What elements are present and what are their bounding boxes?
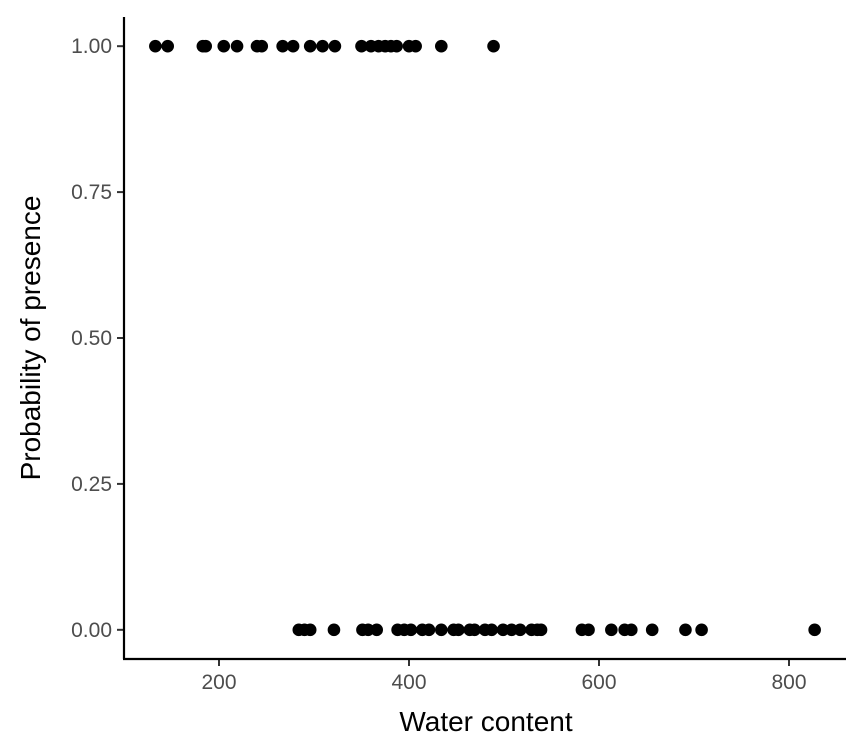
data-point <box>370 623 384 637</box>
data-point <box>808 623 821 637</box>
data-point <box>217 39 231 53</box>
y-tick-label: 0.25 <box>71 473 112 496</box>
y-axis-title: Probability of presence <box>15 196 46 481</box>
data-point <box>328 39 342 53</box>
data-point <box>435 623 448 637</box>
data-point <box>409 39 422 53</box>
data-point <box>695 623 708 637</box>
y-axis-ticks: 0.00 0.25 0.50 0.75 1.00 <box>71 35 124 642</box>
y-tick-label: 0.75 <box>71 181 112 204</box>
data-point <box>422 623 436 637</box>
data-point <box>582 623 595 637</box>
y-tick-label: 0.00 <box>71 619 112 642</box>
data-point <box>605 623 618 637</box>
data-point <box>276 39 289 53</box>
data-point <box>534 623 548 637</box>
data-point <box>485 623 498 637</box>
data-point <box>327 623 341 637</box>
data-point <box>161 39 174 53</box>
data-point <box>452 623 465 637</box>
data-point <box>286 39 300 53</box>
data-point <box>199 39 212 53</box>
data-point <box>303 623 317 637</box>
data-point <box>230 39 244 53</box>
x-axis-title: Water content <box>399 706 572 737</box>
x-tick-label: 200 <box>201 671 236 694</box>
data-point <box>435 39 448 53</box>
data-point <box>149 39 162 53</box>
data-point <box>255 39 269 53</box>
x-tick-label: 800 <box>771 671 806 694</box>
data-point <box>645 623 659 637</box>
y-tick-label: 1.00 <box>71 35 112 58</box>
data-point <box>390 39 403 53</box>
data-point <box>679 623 692 637</box>
data-point <box>487 39 500 53</box>
x-tick-label: 400 <box>391 671 426 694</box>
data-point <box>625 623 638 637</box>
x-tick-label: 600 <box>581 671 616 694</box>
data-point <box>404 623 418 637</box>
x-axis-ticks: 200 400 600 800 <box>201 659 807 694</box>
data-points <box>149 39 821 637</box>
data-point <box>316 39 329 53</box>
data-point <box>355 39 368 53</box>
y-tick-label: 0.50 <box>71 327 112 350</box>
data-point <box>513 623 527 637</box>
data-point <box>303 39 317 53</box>
data-point <box>468 623 481 637</box>
